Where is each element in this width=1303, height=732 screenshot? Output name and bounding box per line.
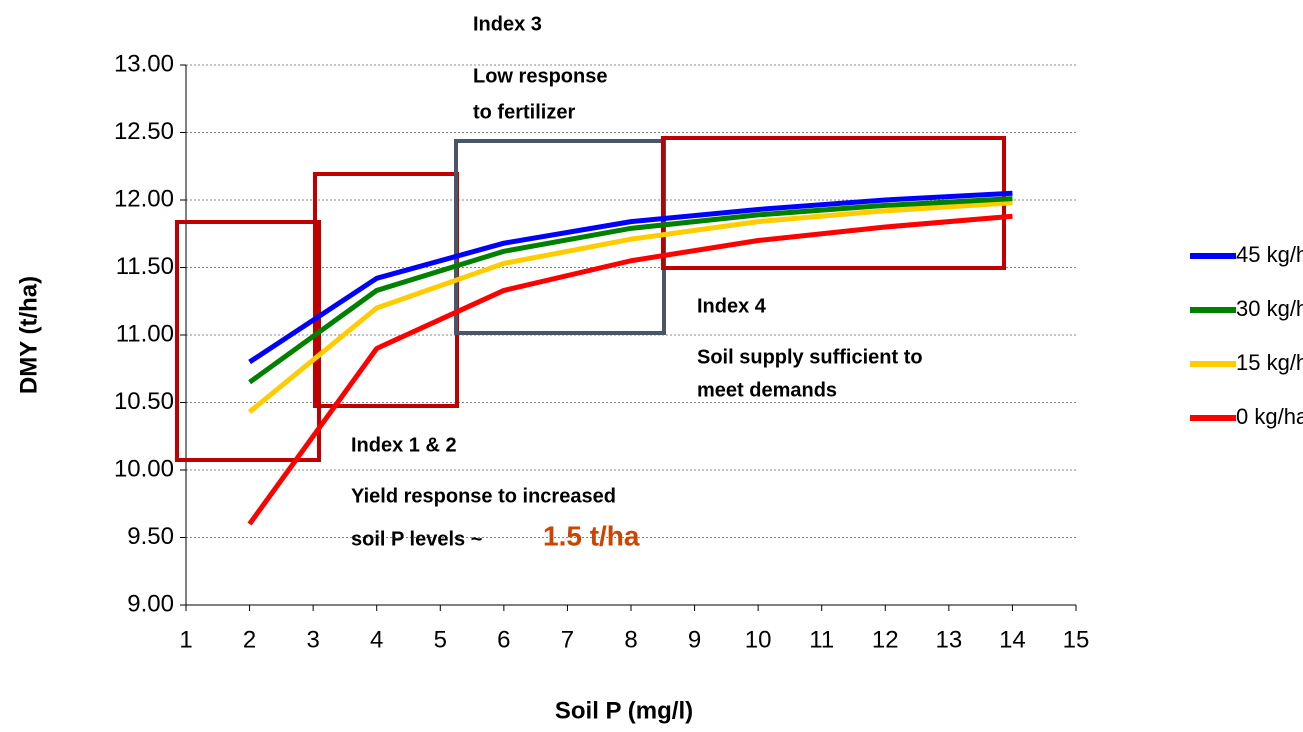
annotation: meet demands — [697, 379, 837, 401]
annotation: to fertilizer — [473, 101, 575, 123]
y-tick-label: 11.00 — [116, 320, 174, 347]
y-tick-label: 11.50 — [116, 253, 174, 280]
y-tick-label: 9.50 — [127, 523, 174, 550]
x-tick-label: 7 — [561, 626, 574, 653]
series-line — [247, 200, 1013, 414]
legend-label: 30 kg/ha — [1236, 296, 1303, 321]
x-tick-label: 1 — [179, 626, 192, 653]
x-tick-label: 12 — [872, 626, 899, 653]
x-tick-label: 3 — [306, 626, 319, 653]
index-1-box — [175, 220, 321, 462]
series-line — [248, 190, 1013, 365]
annotation: Index 4 — [697, 295, 767, 317]
y-axis-title: DMY (t/ha) — [15, 276, 42, 394]
x-axis-title: Soil P (mg/l) — [555, 697, 693, 724]
y-tick-label: 13.00 — [114, 50, 174, 77]
legend-label: 15 kg/ha — [1236, 350, 1303, 375]
series-line — [248, 196, 1013, 385]
x-tick-label: 13 — [936, 626, 963, 653]
legend-label: 0 kg/ha — [1236, 404, 1303, 429]
y-tick-label: 10.00 — [114, 455, 174, 482]
x-tick-label: 11 — [809, 626, 834, 653]
annotation: Yield response to increased — [351, 485, 616, 507]
x-tick-label: 10 — [745, 626, 772, 653]
y-tick-label: 10.50 — [114, 388, 174, 415]
x-tick-label: 9 — [688, 626, 701, 653]
x-tick-label: 8 — [624, 626, 637, 653]
x-tick-label: 6 — [497, 626, 510, 653]
series-line — [247, 213, 1013, 526]
annotation: Soil supply sufficient to — [697, 346, 923, 368]
region-boxes — [175, 136, 1006, 462]
x-tick-label: 5 — [434, 626, 447, 653]
y-tick-label: 12.00 — [114, 185, 174, 212]
x-tick-label: 2 — [243, 626, 256, 653]
x-tick-label: 4 — [370, 626, 383, 653]
annotation: soil P levels ~ — [351, 528, 482, 550]
annotation: Index 1 & 2 — [351, 434, 457, 456]
y-tick-label: 9.00 — [127, 590, 174, 617]
y-tick-label: 12.50 — [114, 118, 174, 145]
annotation-highlight: 1.5 t/ha — [543, 520, 640, 551]
legend-label: 45 kg/ha — [1236, 242, 1303, 267]
x-tick-label: 15 — [1063, 626, 1090, 653]
annotation: Index 3 — [473, 13, 542, 35]
x-tick-label: 14 — [999, 626, 1026, 653]
annotation: Low response — [473, 65, 607, 87]
